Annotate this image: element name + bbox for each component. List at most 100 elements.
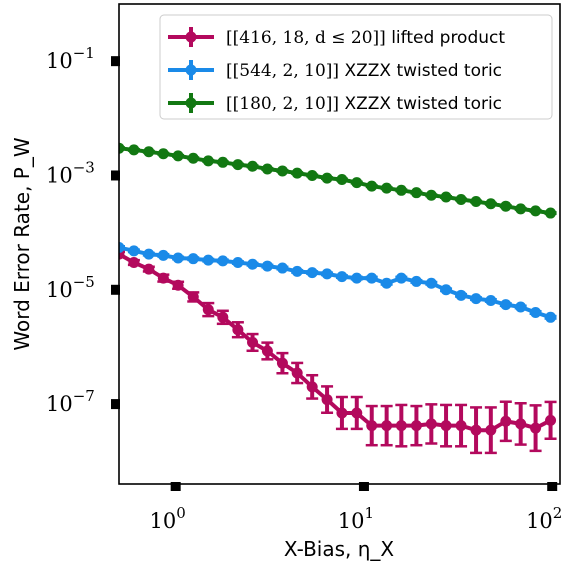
data-point xyxy=(470,293,482,305)
data-point xyxy=(515,418,527,430)
data-point xyxy=(172,150,184,162)
data-point xyxy=(530,307,542,319)
data-point xyxy=(500,415,512,427)
x-tick-base: 10 xyxy=(526,509,553,533)
data-point xyxy=(187,253,199,265)
data-point xyxy=(232,324,244,336)
data-point xyxy=(261,260,273,272)
data-point xyxy=(291,367,303,379)
data-point xyxy=(128,257,140,269)
data-point xyxy=(440,284,452,296)
y-tick-label: 10−1 xyxy=(46,44,95,73)
x-axis-ticks: 100 101 102 xyxy=(150,482,562,533)
data-point xyxy=(440,191,452,203)
data-point xyxy=(202,155,214,167)
y-tick-exponent: −1 xyxy=(73,44,95,62)
data-point xyxy=(500,299,512,311)
data-point xyxy=(157,249,169,261)
data-point xyxy=(306,169,318,181)
data-point xyxy=(172,252,184,264)
data-point xyxy=(351,272,363,284)
y-tick-base: 10 xyxy=(46,163,73,187)
data-point xyxy=(530,422,542,434)
data-point xyxy=(410,275,422,287)
data-point xyxy=(485,424,497,436)
legend-label-code: [[416, 18, d ≤ 20]] xyxy=(226,28,386,48)
data-point xyxy=(455,193,467,205)
data-point xyxy=(425,277,437,289)
data-point xyxy=(410,420,422,432)
y-axis-ticks: 10−110−310−510−7 xyxy=(46,44,120,416)
y-tick-label: 10−3 xyxy=(46,158,95,187)
data-point xyxy=(470,196,482,208)
data-point xyxy=(366,420,378,432)
data-point xyxy=(395,420,407,432)
data-point xyxy=(395,184,407,196)
legend-entry: [[180, 2, 10]] XZZX twisted toric xyxy=(168,93,502,114)
x-tick-label: 101 xyxy=(338,504,374,533)
data-point xyxy=(247,160,259,172)
data-point xyxy=(291,167,303,179)
legend-box xyxy=(159,14,553,120)
data-point xyxy=(291,265,303,277)
data-point xyxy=(157,148,169,160)
data-point xyxy=(545,414,557,426)
y-tick-mark xyxy=(111,284,120,295)
y-tick-base: 10 xyxy=(46,49,73,73)
data-point xyxy=(217,156,229,168)
data-point xyxy=(351,407,363,419)
y-tick-label: 10−7 xyxy=(46,387,95,416)
y-tick-mark xyxy=(111,170,120,181)
data-point xyxy=(395,272,407,284)
y-tick-label: 10−5 xyxy=(46,273,95,302)
data-point xyxy=(119,142,125,154)
data-point xyxy=(336,271,348,283)
data-point xyxy=(321,172,333,184)
data-point xyxy=(276,357,288,369)
series-0 xyxy=(119,248,557,455)
data-point xyxy=(455,289,467,301)
x-axis-title-text: X-Bias, η_X xyxy=(284,537,395,561)
data-point xyxy=(381,182,393,194)
legend-label-text: XZZX twisted toric xyxy=(339,94,502,114)
data-point xyxy=(381,420,393,432)
x-tick-mark xyxy=(358,482,369,491)
data-point xyxy=(530,205,542,217)
data-point xyxy=(366,272,378,284)
y-tick-exponent: −5 xyxy=(73,273,95,291)
legend: [[416, 18, d ≤ 20]] lifted product [[544,… xyxy=(159,14,553,120)
data-point xyxy=(232,257,244,269)
y-tick-mark xyxy=(111,399,120,410)
data-point xyxy=(128,144,140,156)
data-point xyxy=(202,304,214,316)
data-point xyxy=(119,241,125,253)
legend-entry: [[416, 18, d ≤ 20]] lifted product xyxy=(168,27,505,48)
data-point xyxy=(143,248,155,260)
y-tick-exponent: −3 xyxy=(73,158,95,176)
data-point xyxy=(515,301,527,313)
y-axis-title-text: Word Error Rate, P_W xyxy=(10,137,34,351)
data-point xyxy=(172,279,184,291)
x-axis-title: X-Bias, η_X xyxy=(284,537,395,561)
data-point xyxy=(247,336,259,348)
data-point xyxy=(143,146,155,158)
legend-marker xyxy=(185,97,197,109)
data-point xyxy=(276,262,288,274)
data-point xyxy=(545,311,557,323)
data-point xyxy=(366,180,378,192)
x-tick-exponent: 0 xyxy=(176,504,186,522)
data-point xyxy=(247,258,259,270)
data-point xyxy=(261,345,273,357)
data-point xyxy=(157,272,169,284)
data-point xyxy=(500,200,512,212)
y-axis-title: Word Error Rate, P_W xyxy=(10,137,34,351)
data-point xyxy=(187,152,199,164)
legend-label: [[416, 18, d ≤ 20]] lifted product xyxy=(226,28,505,48)
data-point xyxy=(321,268,333,280)
x-tick-label: 100 xyxy=(150,504,186,533)
data-point xyxy=(306,381,318,393)
data-point xyxy=(410,187,422,199)
data-point xyxy=(455,420,467,432)
data-point xyxy=(306,267,318,279)
data-point xyxy=(381,277,393,289)
